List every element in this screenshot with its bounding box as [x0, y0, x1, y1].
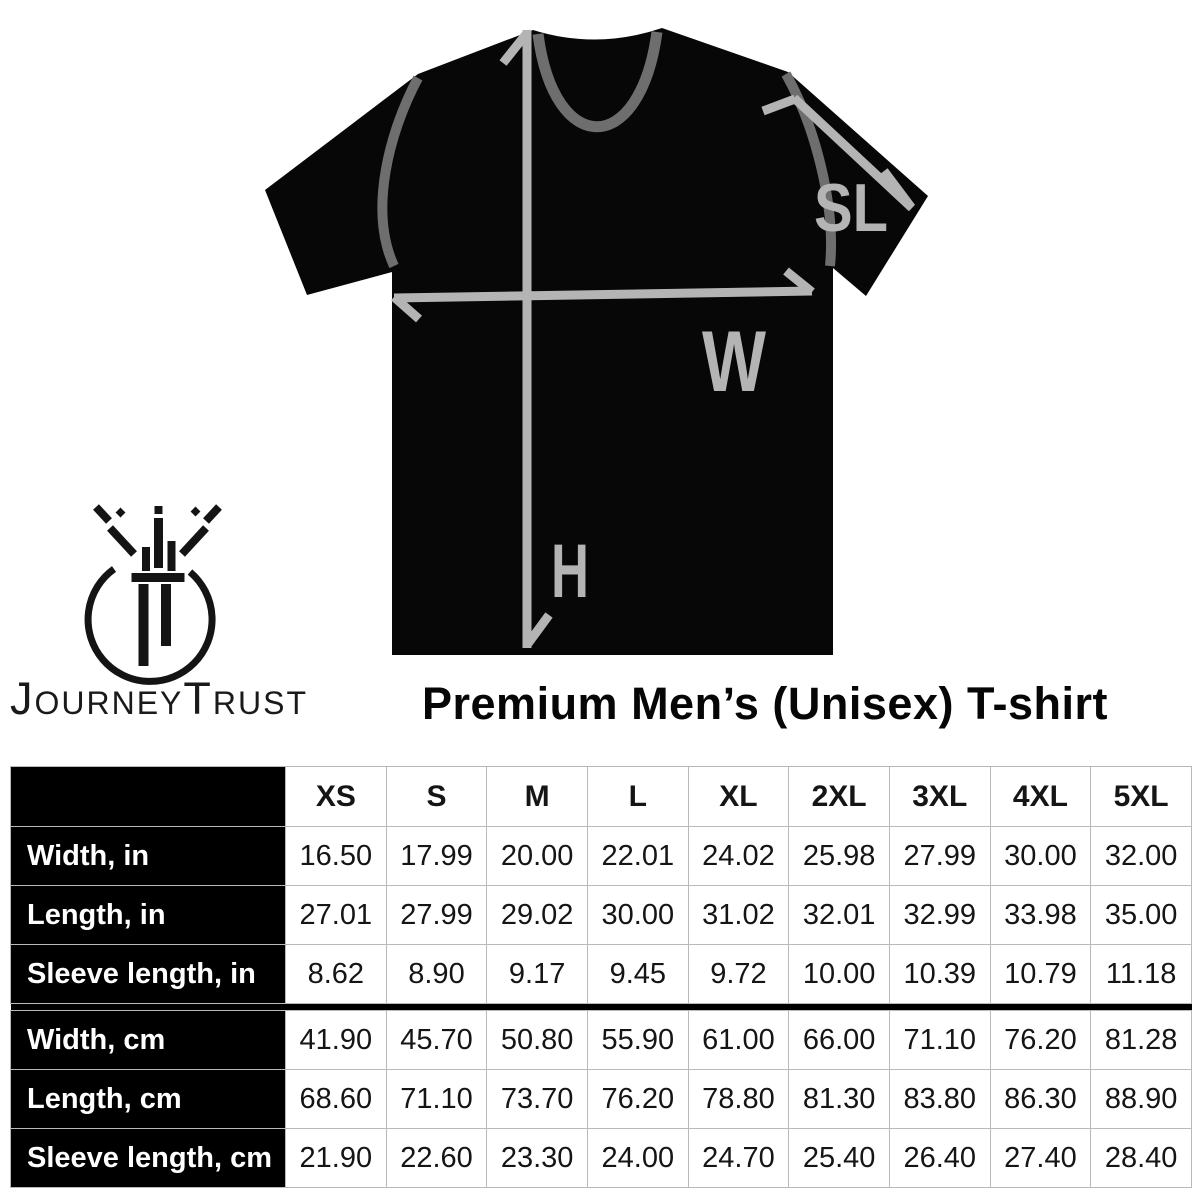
size-value-cell: 8.62 [285, 944, 387, 1004]
size-value-cell: 76.20 [989, 1010, 1092, 1070]
brand-logo [84, 504, 222, 685]
size-value-cell: 11.18 [1090, 944, 1192, 1004]
size-value-cell: 81.30 [788, 1069, 890, 1129]
size-value-cell: 8.90 [385, 944, 488, 1004]
size-value-cell: 16.50 [285, 826, 387, 886]
size-value-cell: 10.39 [888, 944, 991, 1004]
size-value-cell: 45.70 [385, 1010, 488, 1070]
measurement-row-label: Length, in [10, 885, 286, 945]
size-value-cell: 9.72 [687, 944, 790, 1004]
size-column-header: 3XL [888, 766, 991, 827]
size-value-cell: 21.90 [285, 1128, 387, 1188]
brand-wordmark-trust: Trust [183, 673, 308, 724]
size-value-cell: 32.00 [1090, 826, 1192, 886]
measurement-row-label: Width, cm [10, 1010, 286, 1070]
measurement-row-label: Sleeve length, cm [10, 1128, 286, 1188]
size-value-cell: 20.00 [486, 826, 588, 886]
measurement-row-label: Width, in [10, 826, 286, 886]
size-value-cell: 76.20 [586, 1069, 689, 1129]
sleeve-length-arrow [761, 94, 916, 212]
size-value-cell: 68.60 [285, 1069, 387, 1129]
size-value-cell: 10.00 [788, 944, 890, 1004]
size-value-cell: 22.01 [586, 826, 689, 886]
size-column-header: 5XL [1090, 766, 1192, 827]
size-value-cell: 88.90 [1090, 1069, 1192, 1129]
measurement-row: Sleeve length, cm 21.90 22.60 23.30 24.00 24.… [10, 1128, 1192, 1188]
armhole-seam-left [377, 75, 423, 269]
size-column-header: XS [285, 766, 387, 827]
size-value-cell: 27.40 [989, 1128, 1092, 1188]
measurement-row-label: Sleeve length, in [10, 944, 286, 1004]
size-column-header: 2XL [788, 766, 890, 827]
size-value-cell: 35.00 [1090, 885, 1192, 945]
corner-cell [10, 766, 286, 827]
brand-wordmark-journey: Journey [9, 673, 184, 724]
size-value-cell: 50.80 [486, 1010, 588, 1070]
size-value-cell: 71.10 [888, 1010, 991, 1070]
size-value-cell: 73.70 [486, 1069, 588, 1129]
size-value-cell: 26.40 [888, 1128, 991, 1188]
size-value-cell: 31.02 [687, 885, 790, 945]
tshirt-silhouette [265, 28, 928, 655]
size-value-cell: 78.80 [687, 1069, 790, 1129]
size-value-cell: 30.00 [989, 826, 1092, 886]
size-column-header: M [486, 766, 588, 827]
size-column-header: XL [687, 766, 790, 827]
size-value-cell: 28.40 [1090, 1128, 1192, 1188]
size-value-cell: 9.45 [586, 944, 689, 1004]
measurement-row: Sleeve length, in 8.62 8.90 9.17 9.45 9.72 10.… [10, 944, 1192, 1004]
measurement-row: Width, in 16.50 17.99 20.00 22.01 24.02 25.98 2… [10, 826, 1192, 886]
size-chart-table: XS S M L XL 2XL 3XL 4XL 5XL Width, in 16.50 17.99 2… [10, 766, 1192, 1188]
size-value-cell: 66.00 [788, 1010, 890, 1070]
measurement-row: Length, cm 68.60 71.10 73.70 76.20 78.80 81.30… [10, 1069, 1192, 1129]
size-value-cell: 25.40 [788, 1128, 890, 1188]
size-value-cell: 33.98 [989, 885, 1092, 945]
size-column-header: 4XL [989, 766, 1092, 827]
width-label: W [702, 314, 767, 410]
tshirt-diagram: SL W H [265, 28, 928, 655]
measurement-row: Width, cm 41.90 45.70 50.80 55.90 61.00 66.00 7… [10, 1010, 1192, 1070]
size-value-cell: 71.10 [385, 1069, 488, 1129]
size-value-cell: 9.17 [486, 944, 588, 1004]
brand-wordmark: JourneyTrust [6, 674, 312, 724]
size-value-cell: 32.99 [888, 885, 991, 945]
size-chart-header: XS S M L XL 2XL 3XL 4XL 5XL [10, 766, 1192, 827]
size-value-cell: 23.30 [486, 1128, 588, 1188]
jt-monogram-icon [84, 504, 222, 685]
size-value-cell: 55.90 [586, 1010, 689, 1070]
size-value-cell: 61.00 [687, 1010, 790, 1070]
size-value-cell: 24.70 [687, 1128, 790, 1188]
armhole-seam-right [781, 71, 836, 267]
size-value-cell: 27.99 [888, 826, 991, 886]
width-arrow [391, 267, 815, 323]
size-value-cell: 24.02 [687, 826, 790, 886]
size-value-cell: 81.28 [1090, 1010, 1192, 1070]
size-value-cell: 17.99 [385, 826, 488, 886]
size-value-cell: 29.02 [486, 885, 588, 945]
size-column-header: L [586, 766, 689, 827]
size-column-header: S [385, 766, 488, 827]
unit-divider [10, 1003, 1192, 1011]
measurement-row: Length, in 27.01 27.99 29.02 30.00 31.02 32.01… [10, 885, 1192, 945]
size-chart-body: Width, in 16.50 17.99 20.00 22.01 24.02 25.98 2… [10, 826, 1192, 1188]
size-value-cell: 27.01 [285, 885, 387, 945]
size-value-cell: 27.99 [385, 885, 488, 945]
size-value-cell: 32.01 [788, 885, 890, 945]
height-label: H [551, 529, 589, 614]
size-value-cell: 83.80 [888, 1069, 991, 1129]
height-arrow [499, 30, 553, 648]
measurement-row-label: Length, cm [10, 1069, 286, 1129]
product-title: Premium Men’s (Unisex) T-shirt [422, 678, 1108, 729]
sleeve-length-label: SL [814, 170, 888, 246]
size-value-cell: 41.90 [285, 1010, 387, 1070]
size-value-cell: 86.30 [989, 1069, 1092, 1129]
size-value-cell: 10.79 [989, 944, 1092, 1004]
collar-seam [532, 31, 663, 133]
size-value-cell: 25.98 [788, 826, 890, 886]
size-value-cell: 22.60 [385, 1128, 488, 1188]
size-value-cell: 24.00 [586, 1128, 689, 1188]
size-value-cell: 30.00 [586, 885, 689, 945]
